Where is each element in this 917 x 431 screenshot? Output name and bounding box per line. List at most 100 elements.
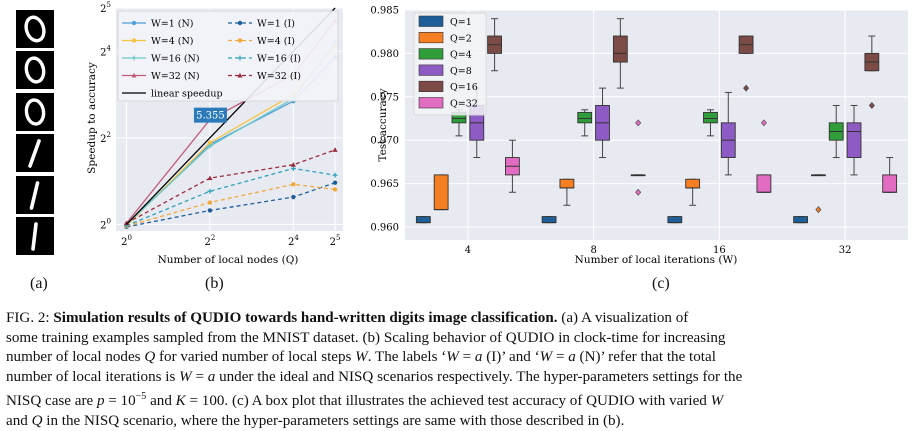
caption-text: in the NISQ scenario, where the hyper-pa…: [42, 412, 625, 429]
panel-b-legend-marker: [131, 72, 137, 78]
panel-label-b: (b): [205, 275, 224, 292]
digit-tile: [16, 10, 54, 48]
panel-c-tick-labels: 4 8 16 32 0.960 0.965 0.970 0.975 0.980 0.985: [370, 6, 851, 257]
panel-b-legend-label: W=16 (I): [257, 54, 301, 65]
panel-c-box: [577, 111, 593, 124]
panel-b-legend-label: W=4 (N): [151, 36, 194, 47]
panel-c-y-tick-label: 0.980: [370, 49, 399, 60]
panel-b-legend-label: W=32 (N): [151, 71, 200, 82]
panel-b-series-line: [126, 167, 336, 227]
panel-b-legend-label: W=1 (N): [151, 19, 194, 30]
caption-math: a: [474, 349, 483, 365]
panel-c-legend-swatch: [418, 48, 444, 60]
caption-text: number of local nodes: [6, 349, 145, 365]
panel-b-legend-box: [117, 10, 339, 102]
caption-text: (a) A visualization of: [557, 310, 689, 326]
panel-c-grid: [405, 9, 908, 240]
panel-c-y-axis-label: Test accuracy: [377, 88, 389, 161]
caption-math: W: [710, 393, 724, 410]
panel-c-box: [559, 178, 575, 189]
panel-b-legend-marker: [237, 38, 243, 43]
caption-lead: FIG. 2:: [6, 310, 54, 326]
panel-b-y-tick-label: 24: [100, 44, 111, 58]
panel-b-legend-label: linear speedup: [151, 89, 223, 100]
caption-text: =: [458, 349, 475, 365]
panel-b-point: [291, 182, 296, 187]
caption-line-6: and Q in the NISQ scenario, where the hy…: [6, 412, 911, 431]
panel-b-point: [290, 162, 296, 167]
panel-b-point: [207, 175, 213, 181]
caption-line-2: some training examples sampled from the …: [6, 329, 726, 346]
panel-c-legend-label: Q=32: [450, 99, 478, 110]
panel-b-legend-marker: [237, 20, 243, 26]
panel-b-point: [123, 220, 130, 226]
panel-c-legend-swatch: [418, 64, 444, 76]
caption-math: a: [207, 368, 216, 385]
caption-math: p: [96, 393, 105, 410]
panel-c-box: [793, 216, 808, 224]
figure-caption: FIG. 2: Simulation results of QUDIO towa…: [6, 309, 911, 431]
digit-one-stroke: [28, 139, 41, 168]
panel-b-annotation-box: [193, 107, 227, 123]
panel-c-y-tick-label: 0.985: [370, 6, 399, 17]
panel-c-box: [756, 174, 772, 193]
panel-b-legend-marker: [237, 72, 243, 78]
panel-b-series-line: [126, 183, 336, 227]
panel-b-point: [332, 180, 338, 185]
panel-b-series-line: [126, 182, 336, 228]
digit-zero-stroke: [24, 15, 46, 43]
caption-text: (N)’ refer that the total: [575, 349, 716, 365]
panel-c-box: [415, 216, 431, 224]
panel-c-outlier: [815, 206, 822, 214]
caption-text: =: [552, 349, 569, 365]
digit-one-stroke: [29, 181, 40, 210]
panel-c-box: [703, 111, 718, 124]
digit-one-stroke: [31, 222, 38, 251]
panel-b-x-axis-label: Number of local nodes (Q): [158, 254, 299, 266]
caption-math: Q: [31, 412, 43, 429]
panel-c-y-tick-label: 0.970: [370, 136, 399, 147]
panel-b-point: [291, 194, 296, 200]
panel-b-y-tick-label: 20: [100, 217, 111, 231]
panel-c-box: [541, 216, 557, 224]
panel-b-legend-label: W=32 (I): [257, 71, 301, 82]
panel-c-x-tick-label: 4: [465, 245, 471, 256]
panel-c-box-chart: 4 8 16 32 0.960 0.965 0.970 0.975 0.980 0.985 Q=1…: [370, 6, 908, 266]
caption-text: NISQ case are: [6, 393, 97, 410]
digit-zero-stroke: [24, 98, 46, 126]
caption-math: Q: [144, 349, 156, 365]
panel-b-point: [207, 140, 213, 145]
caption-text: under the ideal and NISQ scenarios respe…: [215, 368, 743, 385]
panel-label-a: (a): [30, 275, 48, 292]
panel-b-legend: W=1 (N) W=1 (I) W=4 (N) W=4 (I) W=16 (N) W=16…: [117, 10, 339, 102]
caption-text: number of local iterations is: [6, 368, 180, 385]
panel-c-box: [846, 122, 862, 158]
panel-b-point: [332, 147, 338, 152]
panel-b-annotation: 5.355: [193, 107, 227, 123]
digit-zero-stroke: [24, 56, 46, 84]
caption-exponent: −5: [135, 391, 147, 402]
panel-c-legend: Q=1 Q=2 Q=4 Q=8 Q=16 Q=32: [413, 12, 487, 116]
caption-line-1: FIG. 2: Simulation results of QUDIO towa…: [6, 309, 911, 329]
panel-c-x-tick-label: 32: [839, 245, 852, 256]
panel-c-box: [882, 174, 898, 193]
mnist-digit-samples: [16, 10, 54, 255]
panel-c-outlier: [635, 188, 642, 196]
caption-math: K: [175, 393, 186, 410]
panel-c-outlier: [743, 84, 750, 92]
caption-text: =: [191, 368, 208, 385]
panel-c-y-tick-label: 0.960: [370, 222, 399, 233]
panel-c-x-tick-label: 8: [590, 245, 596, 256]
panel-c-legend-swatch: [418, 80, 444, 92]
figure-panels: 20 22 24 25 20 22 24 25 5.355 W=1 (N) W=1 (I) W=4…: [16, 1, 908, 266]
caption-line-4: number of local iterations is W = a unde…: [6, 368, 911, 388]
panel-c-box: [685, 178, 701, 189]
panel-label-c: (c): [652, 275, 670, 292]
caption-text: = 100. (c) A box plot that illustrates t…: [185, 393, 711, 410]
panel-c-legend-label: Q=4: [450, 50, 472, 61]
caption-bold-title: Simulation results of QUDIO towards hand…: [53, 310, 558, 326]
panel-b-tick-labels: 20 22 24 25 20 22 24 25: [100, 1, 340, 248]
caption-math: a: [568, 349, 576, 365]
caption-math: W: [539, 349, 553, 365]
caption-text: = 10: [104, 393, 136, 410]
